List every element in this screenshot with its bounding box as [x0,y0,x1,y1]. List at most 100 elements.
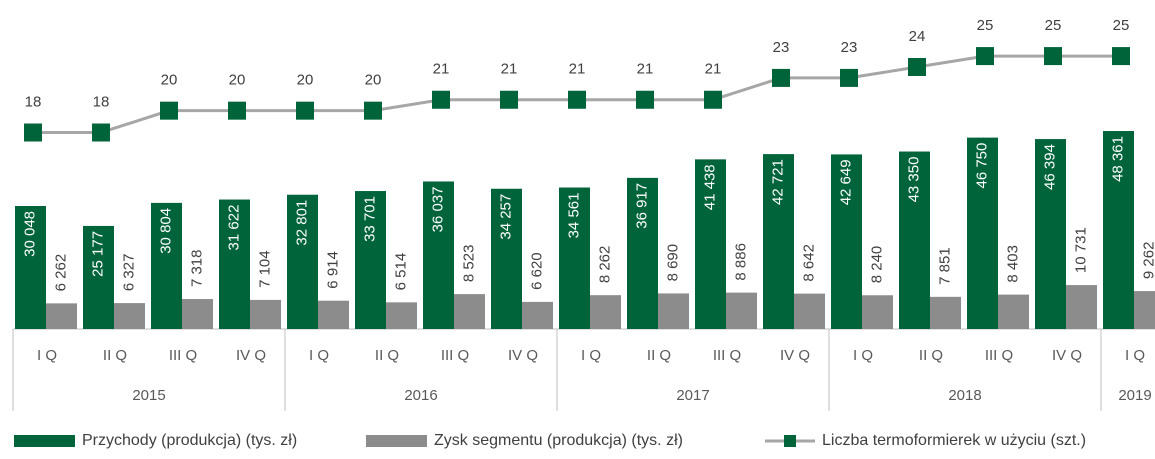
bar [423,181,454,329]
bar-value-label: 8 240 [868,246,885,284]
line-marker [92,123,110,142]
bar [250,299,281,329]
x-tick-label: II Q [375,347,399,364]
bar-value-label: 33 701 [361,196,378,242]
bar-value-label: 7 318 [188,249,205,287]
line-value-label: 20 [161,72,178,89]
bar [658,293,689,329]
x-tick-label: I Q [581,347,601,364]
line-value-label: 25 [977,17,994,34]
bar [763,154,794,329]
bar [1103,131,1134,329]
bar-value-label: 6 262 [52,254,69,292]
bar [386,302,417,329]
bar [862,295,893,329]
line-marker [704,90,722,109]
legend-swatch [14,435,75,447]
bar [1066,285,1097,329]
x-tick-label: IV Q [508,347,538,364]
bar [1035,139,1066,329]
bar-value-label: 36 917 [633,183,650,229]
bar-value-label: 8 642 [800,244,817,282]
bar-value-label: 41 438 [701,164,718,210]
bar [182,299,213,329]
group-label: 2019 [1118,387,1151,404]
x-tick-label: III Q [441,347,469,364]
bar [83,225,114,329]
line-value-label: 25 [1045,17,1062,34]
line-marker [364,101,382,120]
bar [151,202,182,329]
bar [454,294,485,329]
x-tick-label: IV Q [780,347,810,364]
line-value-label: 21 [705,61,722,78]
line-value-label: 21 [637,61,654,78]
bar-value-label: 6 514 [392,253,409,291]
line-value-label: 21 [501,61,518,78]
bar-value-label: 34 561 [565,193,582,239]
line-marker [636,90,654,109]
bar-value-label: 46 394 [1041,144,1058,190]
x-tick-label: IV Q [236,347,266,364]
legend-label: Przychody (produkcja) (tys. zł) [82,432,297,449]
bar-value-label: 6 327 [120,254,137,292]
x-tick-label: III Q [985,347,1013,364]
line-marker [296,101,314,120]
x-tick-label: III Q [169,347,197,364]
x-tick-label: IV Q [1052,347,1082,364]
bar-value-label: 36 037 [429,186,446,232]
bar-value-label: 48 361 [1109,136,1126,182]
bar [46,303,77,329]
group-label: 2018 [948,387,981,404]
line-value-label: 24 [909,28,926,45]
x-tick-label: III Q [713,347,741,364]
bar [1134,291,1155,329]
x-tick-label: II Q [103,347,127,364]
line-value-label: 20 [365,72,382,89]
bar [559,187,590,329]
bar-value-label: 7 851 [936,247,953,285]
x-tick-label: I Q [309,347,329,364]
line-value-label: 18 [25,93,42,110]
bar-value-label: 8 690 [664,244,681,282]
bar [930,296,961,329]
bar-value-label: 43 350 [905,157,922,203]
bar [831,154,862,329]
bar-value-label: 32 801 [293,200,310,246]
line-value-label: 23 [841,39,858,56]
bar-value-label: 30 804 [157,208,174,254]
bar-value-label: 8 523 [460,245,477,283]
bar [967,137,998,329]
legend-marker [784,435,796,447]
bar-value-label: 6 620 [528,252,545,290]
legend-label: Liczba termoformierek w użyciu (szt.) [822,432,1086,449]
line-marker [1112,47,1130,66]
bar [318,300,349,329]
bar [695,159,726,329]
line-marker [840,68,858,87]
line-marker [500,90,518,109]
bar [15,205,46,329]
bar-value-label: 42 721 [769,159,786,205]
bar [491,188,522,329]
bar-value-label: 31 622 [225,205,242,251]
line-marker [976,47,994,66]
line-marker [432,90,450,109]
bar-value-label: 8 262 [596,246,613,284]
line-value-label: 21 [433,61,450,78]
bar-value-label: 42 649 [837,159,854,205]
line-value-label: 25 [1113,17,1130,34]
line-value-label: 21 [569,61,586,78]
line-marker [1044,47,1062,66]
group-label: 2015 [132,387,165,404]
legend-swatch [366,435,427,447]
bar [590,295,621,329]
group-label: 2017 [676,387,709,404]
bar-value-label: 34 257 [497,194,514,240]
x-tick-label: I Q [37,347,57,364]
line-marker [228,101,246,120]
bar [726,292,757,329]
bar [355,191,386,329]
line-marker [568,90,586,109]
x-tick-label: I Q [1125,347,1145,364]
